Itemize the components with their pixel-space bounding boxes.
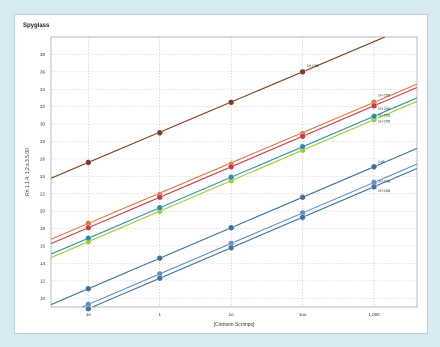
data-point: [299, 214, 306, 221]
data-point: [85, 285, 92, 292]
y-tick-label: 38: [40, 52, 46, 57]
series-points: [85, 68, 378, 312]
x-tick-label: 1: [158, 312, 161, 317]
data-point: [228, 244, 235, 251]
data-point: [156, 204, 163, 211]
data-point: [85, 224, 92, 231]
data-point: [156, 194, 163, 201]
data-point: [156, 129, 163, 136]
chart-panel: Spyglass 1H Ctf8 1H Ctf8 1H Ctf8 1H Ctf8 1H …: [14, 14, 428, 334]
series-line: [82, 163, 418, 308]
data-point: [228, 224, 235, 231]
x-tick-label: 1e: [86, 312, 92, 317]
series-label: 1H Ctf8: [378, 119, 390, 123]
x-tick-label: 1oo: [299, 312, 307, 317]
series-label: 1H Ctf8: [378, 114, 390, 118]
series-label: Ctf8: [378, 160, 385, 164]
y-tick-label: 14: [40, 261, 46, 266]
tick-labels: 1e 1 1o 1oo 1,000 10 12 14 16 18 20 22 24 26 28 30 32 34 3…: [40, 52, 380, 317]
data-point: [228, 163, 235, 170]
series-line: [50, 36, 386, 179]
data-point: [370, 113, 378, 120]
series-label: 1H Ctf8: [307, 64, 319, 68]
data-point: [299, 68, 306, 75]
series-line: [92, 167, 418, 308]
y-tick-label: 36: [40, 69, 46, 74]
y-tick-label: 26: [40, 156, 46, 161]
series-label: 1H Ctf8: [378, 189, 390, 193]
y-tick-label: 32: [40, 104, 46, 109]
y-tick-label: 20: [40, 209, 46, 214]
series-label: 1H Ctf8: [378, 179, 390, 183]
data-point: [370, 163, 378, 170]
y-tick-label: 34: [40, 87, 46, 92]
data-point: [85, 235, 92, 242]
y-tick-label: 22: [40, 191, 46, 196]
data-point: [228, 99, 235, 106]
series-lines: [50, 36, 418, 308]
x-tick-label: 1,000: [368, 312, 380, 317]
data-point: [156, 255, 163, 262]
data-point: [156, 275, 163, 282]
y-tick-label: 12: [40, 278, 46, 283]
x-axis-label: [Crimson Scrimps]: [214, 322, 255, 328]
y-axis-label: Rn 1.1.4: 1:2.s.3.5.00: [25, 148, 31, 196]
y-tick-label: 28: [40, 139, 46, 144]
data-point: [299, 143, 306, 150]
chart-title: Spyglass: [23, 23, 50, 29]
y-tick-label: 16: [40, 244, 46, 249]
y-tick-label: 18: [40, 226, 46, 231]
data-point: [370, 102, 378, 109]
y-tick-label: 30: [40, 122, 46, 127]
data-point: [85, 159, 92, 166]
data-point: [228, 174, 235, 181]
data-point: [370, 183, 378, 190]
x-tick-label: 1o: [229, 312, 235, 317]
series-line: [50, 83, 418, 240]
plot-border: [50, 36, 418, 308]
data-point: [299, 194, 306, 201]
y-tick-label: 10: [40, 296, 46, 301]
data-point: [299, 133, 306, 140]
series-label: 1H Ctf8: [378, 93, 390, 97]
series-label: 1H Ctf8: [378, 107, 390, 111]
y-tick-label: 24: [40, 174, 46, 179]
